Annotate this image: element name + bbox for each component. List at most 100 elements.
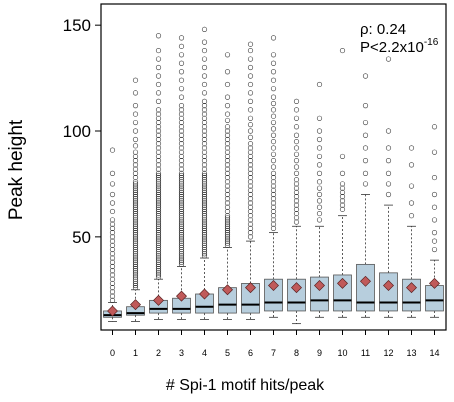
box-11 bbox=[356, 263, 375, 312]
outlier-7-23 bbox=[270, 107, 277, 113]
mean-marker-5 bbox=[222, 284, 233, 296]
outlier-3-22 bbox=[178, 215, 185, 221]
outlier-4-39 bbox=[201, 170, 208, 176]
outlier-13-2 bbox=[408, 183, 415, 189]
outlier-0-25 bbox=[109, 147, 116, 153]
outlier-3-52 bbox=[178, 132, 185, 138]
outlier-10-8 bbox=[339, 153, 346, 160]
outlier-4-24 bbox=[201, 202, 208, 208]
outlier-0-10 bbox=[109, 255, 116, 261]
outlier-3-48 bbox=[178, 149, 185, 155]
outlier-1-25 bbox=[132, 232, 139, 238]
outlier-4-61 bbox=[201, 56, 208, 62]
outlier-6-18 bbox=[247, 158, 254, 164]
outlier-12-5 bbox=[385, 128, 392, 134]
outlier-2-23 bbox=[155, 225, 162, 231]
x-tick-label-3: 3 bbox=[179, 348, 184, 358]
outlier-2-47 bbox=[155, 174, 162, 181]
outlier-5-26 bbox=[224, 162, 231, 168]
outlier-4-2 bbox=[201, 249, 208, 255]
outlier-4-23 bbox=[201, 204, 208, 210]
outlier-4-63 bbox=[201, 39, 208, 45]
outlier-1-54 bbox=[132, 162, 139, 168]
outlier-1-26 bbox=[132, 230, 139, 236]
outlier-1-36 bbox=[132, 208, 139, 215]
outlier-1-34 bbox=[132, 213, 139, 219]
outlier-6-27 bbox=[247, 107, 254, 113]
outlier-1-39 bbox=[132, 202, 139, 208]
outlier-3-46 bbox=[178, 158, 185, 164]
outlier-8-5 bbox=[293, 198, 300, 204]
outlier-5-27 bbox=[224, 158, 231, 164]
outlier-3-51 bbox=[178, 136, 185, 143]
outlier-7-5 bbox=[270, 204, 277, 210]
outlier-7-22 bbox=[270, 113, 277, 119]
x-tick-label-12: 12 bbox=[383, 348, 393, 358]
outlier-5-13 bbox=[224, 215, 231, 221]
outlier-4-62 bbox=[201, 47, 208, 54]
outlier-0-14 bbox=[109, 238, 116, 244]
outlier-2-50 bbox=[155, 166, 162, 172]
outlier-0-16 bbox=[109, 230, 116, 236]
outlier-7-28 bbox=[270, 69, 277, 75]
outlier-5-25 bbox=[224, 166, 231, 172]
outlier-7-21 bbox=[270, 119, 277, 126]
outlier-1-59 bbox=[132, 136, 139, 143]
outlier-6-25 bbox=[247, 122, 254, 128]
outlier-1-1 bbox=[132, 282, 139, 289]
outlier-6-32 bbox=[247, 64, 254, 71]
outlier-4-48 bbox=[201, 132, 208, 138]
outlier-1-63 bbox=[132, 103, 139, 109]
x-axis-label: # Spi-1 motif hits/peak bbox=[166, 377, 325, 394]
outlier-0-19 bbox=[109, 217, 116, 223]
outlier-1-55 bbox=[132, 158, 139, 164]
outlier-2-1 bbox=[155, 272, 162, 278]
outlier-2-56 bbox=[155, 141, 162, 147]
outlier-7-27 bbox=[270, 77, 277, 83]
outlier-1-3 bbox=[132, 278, 139, 284]
outlier-4-54 bbox=[201, 107, 208, 113]
x-tick-label-8: 8 bbox=[294, 348, 299, 358]
outlier-7-16 bbox=[270, 151, 277, 157]
outlier-6-8 bbox=[247, 200, 254, 206]
outlier-11-1 bbox=[362, 170, 369, 176]
outlier-2-24 bbox=[155, 223, 162, 229]
outlier-8-19 bbox=[293, 115, 300, 121]
outlier-3-50 bbox=[178, 141, 185, 147]
outlier-4-22 bbox=[201, 206, 208, 212]
outlier-5-39 bbox=[224, 94, 231, 100]
outlier-8-21 bbox=[293, 98, 300, 104]
outlier-2-60 bbox=[155, 124, 162, 130]
outlier-10-9 bbox=[339, 47, 346, 54]
p-value-exponent: -16 bbox=[424, 37, 439, 48]
mean-marker-6 bbox=[245, 282, 256, 294]
outlier-4-12 bbox=[201, 227, 208, 234]
outlier-4-33 bbox=[201, 183, 208, 189]
outlier-0-17 bbox=[109, 225, 116, 231]
outlier-7-31 bbox=[270, 35, 277, 41]
outlier-3-38 bbox=[178, 181, 185, 187]
outlier-0-2 bbox=[109, 289, 116, 295]
outlier-2-17 bbox=[155, 238, 162, 244]
outlier-3-1 bbox=[178, 259, 185, 265]
outlier-0-13 bbox=[109, 242, 116, 248]
outlier-4-11 bbox=[201, 230, 208, 236]
outlier-3-19 bbox=[178, 221, 185, 227]
outlier-2-46 bbox=[155, 177, 162, 183]
outlier-7-7 bbox=[270, 196, 277, 202]
outlier-5-42 bbox=[224, 52, 231, 58]
y-tick-label-100: 100 bbox=[63, 122, 91, 141]
outlier-6-28 bbox=[247, 98, 254, 104]
outlier-2-16 bbox=[155, 240, 162, 246]
outlier-4-28 bbox=[201, 194, 208, 200]
outlier-12-0 bbox=[385, 191, 392, 198]
outlier-1-35 bbox=[132, 210, 139, 217]
outlier-2-44 bbox=[155, 181, 162, 187]
outlier-5-19 bbox=[224, 191, 231, 198]
outlier-7-14 bbox=[270, 164, 277, 170]
outlier-9-10 bbox=[316, 145, 323, 151]
outlier-5-34 bbox=[224, 128, 231, 134]
outlier-3-56 bbox=[178, 115, 185, 121]
outlier-8-3 bbox=[293, 206, 300, 212]
outlier-4-41 bbox=[201, 162, 208, 168]
